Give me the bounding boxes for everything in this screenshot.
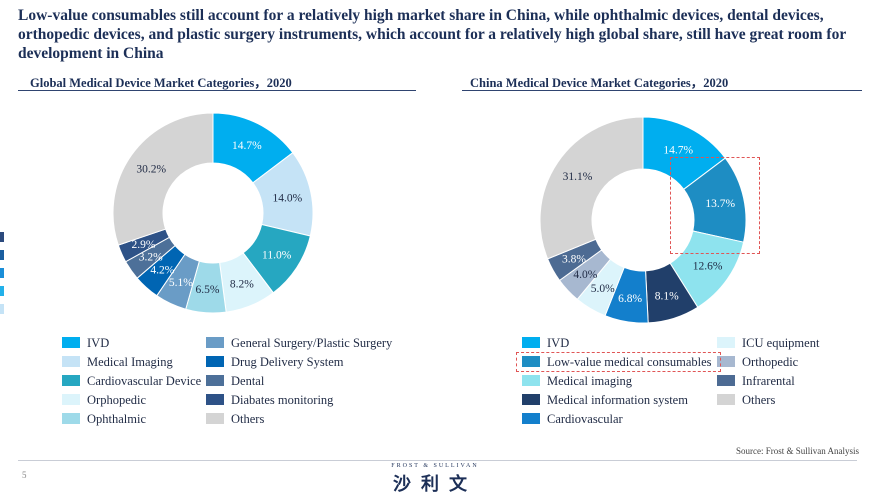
china-legend-swatch: [522, 394, 540, 405]
global-legend-label: General Surgery/Plastic Surgery: [231, 336, 393, 350]
frost-sullivan-logo: FROST & SULLIVAN 沙利文: [385, 463, 485, 496]
china-legend-label: Medical imaging: [547, 374, 633, 388]
global-legend-swatch: [206, 356, 224, 367]
global-label-ophthalmic: 6.5%: [196, 284, 220, 296]
china-slice-others: [539, 116, 644, 260]
china-label-icu-equipment: 5.0%: [591, 283, 615, 295]
edge-mark: [0, 268, 4, 278]
china-label-orthopedic: 4.0%: [573, 269, 597, 281]
global-legend-label: Medical Imaging: [87, 355, 173, 369]
china-legend-swatch: [522, 375, 540, 386]
global-legend-label: Orphopedic: [87, 393, 147, 407]
global-label-others: 30.2%: [136, 164, 166, 176]
china-donut-chart: 14.7% 13.7% 12.6% 8.1% 6.8%5.0% 4.0% 3.8% 31.1%: [539, 116, 747, 324]
global-label-general-surgery-plastic-surgery: 5.1%: [169, 277, 193, 289]
global-legend-label: Drug Delivery System: [231, 355, 344, 369]
global-legend-swatch: [206, 394, 224, 405]
china-legend-label: Others: [742, 393, 776, 407]
china-legend-label: Cardiovascular: [547, 412, 623, 426]
china-legend-label: Orthopedic: [742, 355, 799, 369]
global-legend-swatch: [62, 394, 80, 405]
global-legend-swatch: [62, 356, 80, 367]
china-legend-swatch: [717, 394, 735, 405]
china-legend-swatch: [717, 356, 735, 367]
global-legend-swatch: [62, 413, 80, 424]
china-chart-title: China Medical Device Market Categories，2…: [470, 76, 729, 90]
global-label-orphopedic: 8.2%: [230, 278, 254, 290]
global-label-ivd: 14.7%: [232, 140, 262, 152]
global-legend-swatch: [206, 337, 224, 348]
global-label-dental: 3.2%: [139, 252, 163, 264]
global-label-medical-imaging: 14.0%: [273, 192, 303, 204]
china-legend-label: Low-value medical consumables: [547, 355, 712, 369]
china-label-medical-information-system: 8.1%: [655, 290, 679, 302]
global-label-cardiovascular-device: 11.0%: [262, 250, 292, 262]
global-label-drug-delivery-system: 4.2%: [150, 265, 174, 277]
china-legend: IVD Low-value medical consumables Medical …: [522, 334, 862, 432]
china-legend-swatch: [522, 413, 540, 424]
china-title-rule: [462, 90, 862, 91]
china-legend-label: Medical information system: [547, 393, 688, 407]
global-donut-chart: 14.7% 14.0% 11.0% 8.2% 6.5%5.1%4.2%3.2%2.9% 3…: [112, 112, 314, 314]
global-legend-swatch: [62, 375, 80, 386]
china-label-infrarental: 3.8%: [562, 253, 586, 265]
logo-english: FROST & SULLIVAN: [391, 463, 479, 469]
china-legend-swatch: [717, 337, 735, 348]
china-legend-label: IVD: [547, 336, 570, 350]
global-legend-swatch: [206, 375, 224, 386]
global-legend-label: IVD: [87, 336, 110, 350]
edge-mark: [0, 286, 4, 296]
global-legend-swatch: [62, 337, 80, 348]
edge-mark: [0, 232, 4, 242]
global-chart-title: Global Medical Device Market Categories，…: [30, 76, 292, 90]
china-legend-swatch: [717, 375, 735, 386]
global-legend-label: Dental: [231, 374, 265, 388]
source-note: Source: Frost & Sullivan Analysis: [735, 446, 859, 456]
china-label-others: 31.1%: [563, 171, 593, 183]
global-legend-swatch: [206, 413, 224, 424]
global-label-diabates-monitoring: 2.9%: [132, 239, 156, 251]
global-legend-label: Ophthalmic: [87, 412, 147, 426]
china-legend-label: ICU equipment: [742, 336, 820, 350]
china-legend-swatch: [522, 356, 540, 367]
global-legend: IVD Medical Imaging Cardiovascular Device O…: [62, 334, 422, 432]
china-highlight-box: [670, 157, 760, 254]
global-slice-others: [112, 112, 214, 246]
footer-rule: [18, 460, 857, 461]
china-label-low-value-medical-consumables: 13.7%: [705, 198, 735, 210]
edge-mark: [0, 304, 4, 314]
global-legend-label: Others: [231, 412, 265, 426]
page-number: 5: [22, 470, 27, 480]
headline: Low-value consumables still account for …: [18, 7, 846, 62]
global-legend-label: Diabates monitoring: [231, 393, 334, 407]
china-label-ivd: 14.7%: [663, 144, 693, 156]
edge-mark: [0, 250, 4, 260]
global-legend-label: Cardiovascular Device: [87, 374, 202, 388]
china-legend-swatch: [522, 337, 540, 348]
logo-chinese: 沙利文: [393, 474, 477, 494]
china-legend-highlight-box: [516, 352, 721, 372]
china-label-cardiovascular: 6.8%: [618, 293, 642, 305]
china-label-medical-imaging: 12.6%: [693, 261, 723, 273]
china-legend-label: Infrarental: [742, 374, 795, 388]
global-title-rule: [18, 90, 416, 91]
